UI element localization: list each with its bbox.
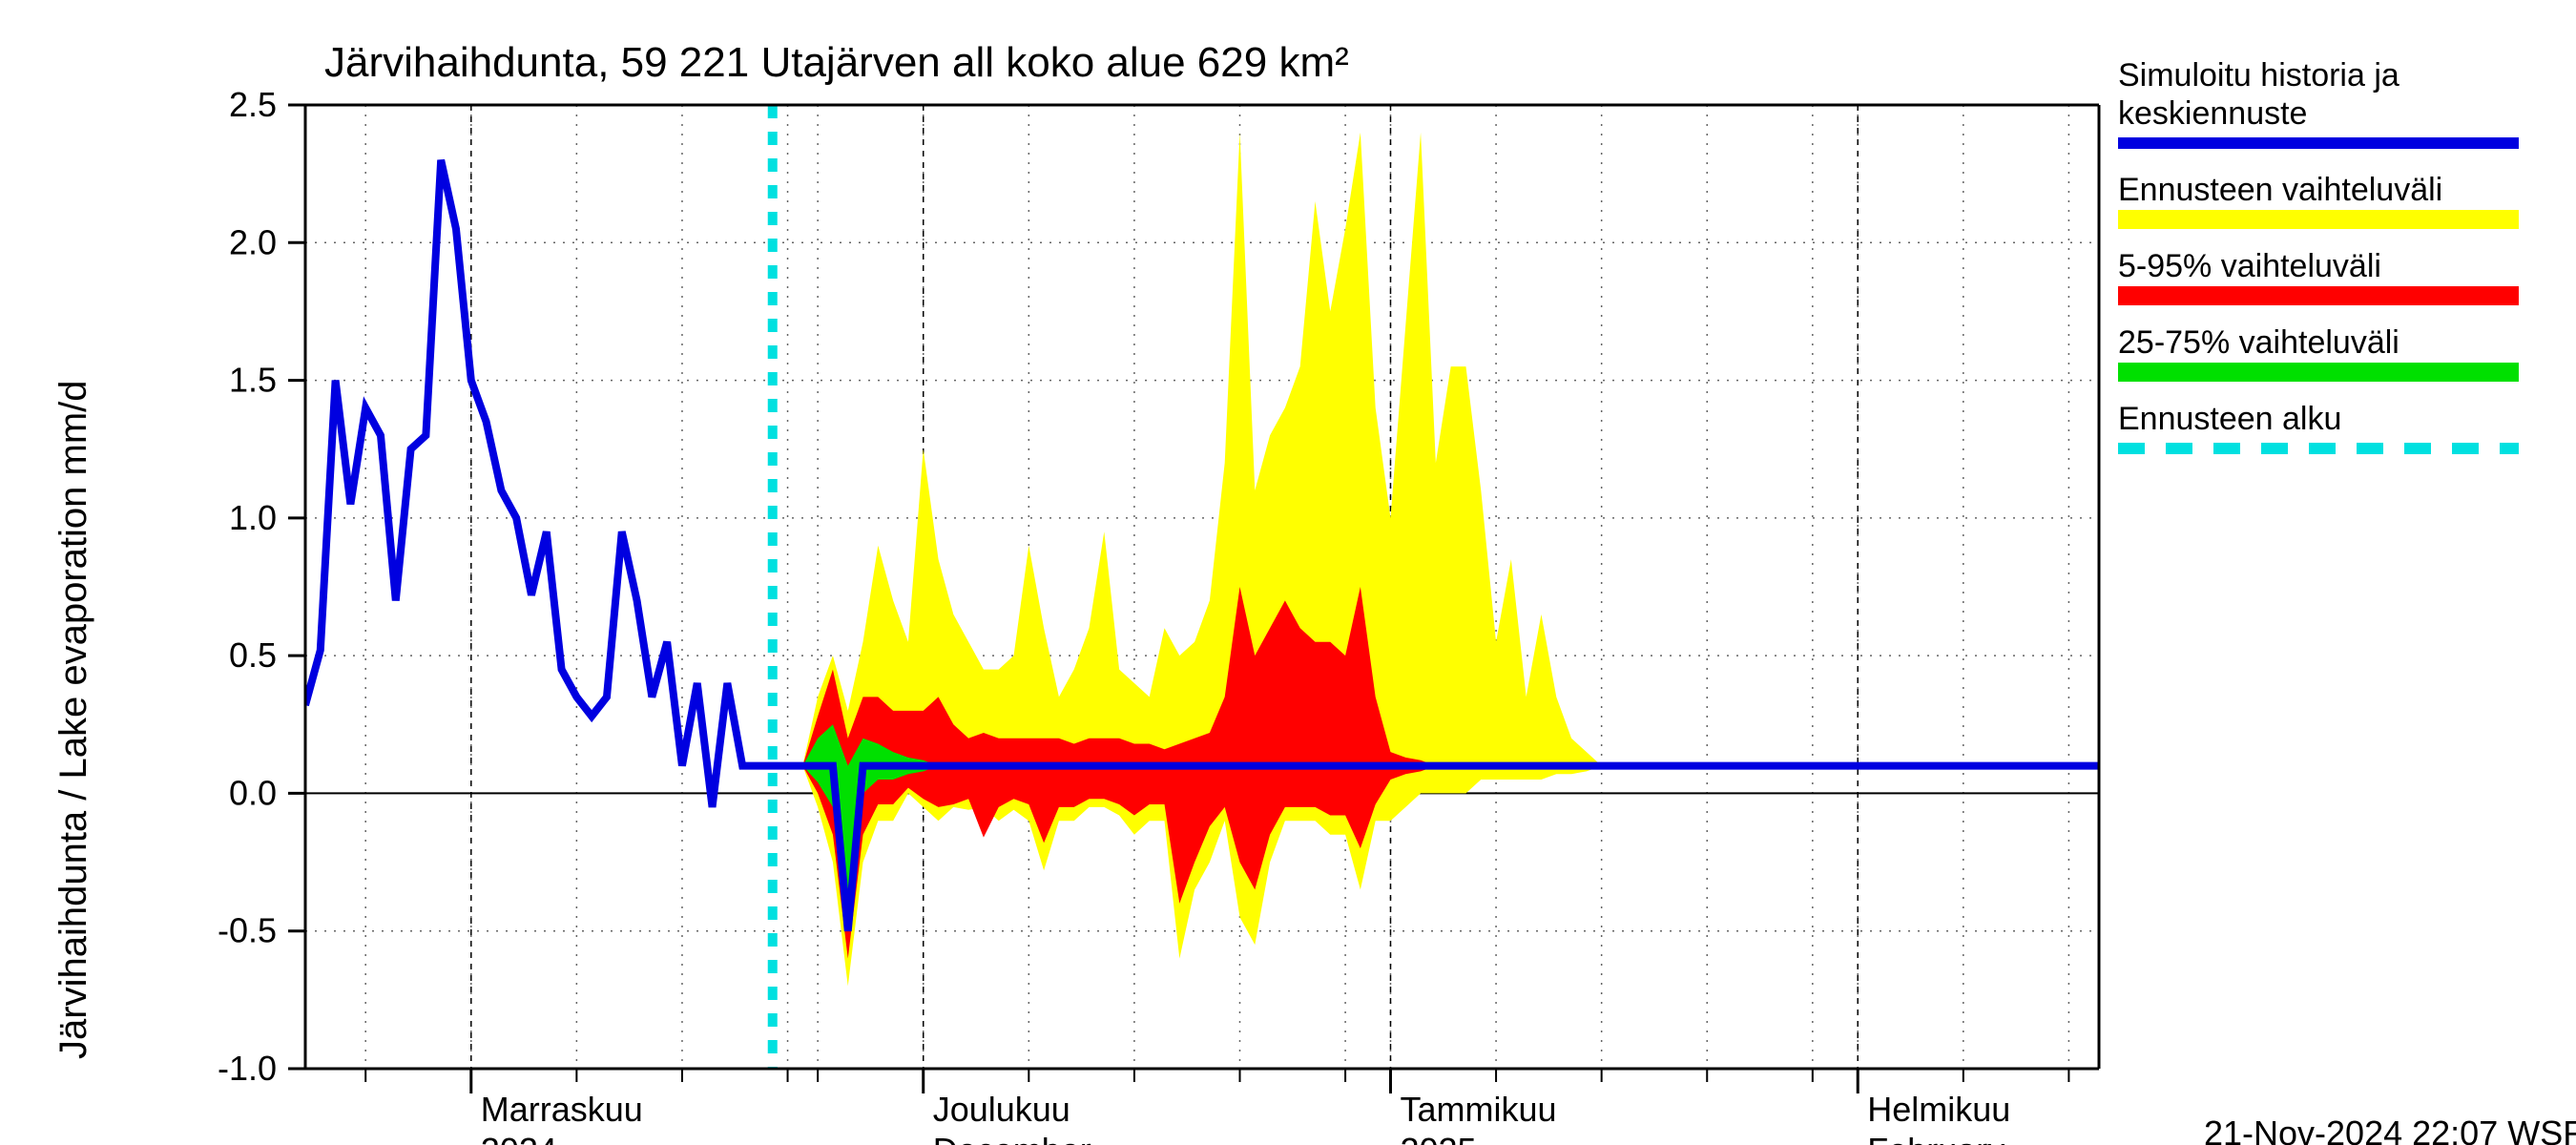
legend-label: 5-95% vaihteluväli <box>2118 248 2381 284</box>
chart-footer: 21-Nov-2024 22:07 WSFS-O <box>2204 1114 2576 1145</box>
legend-label: Ennusteen vaihteluväli <box>2118 172 2442 208</box>
y-tick-label: 0.0 <box>229 773 277 812</box>
legend-label: 25-75% vaihteluväli <box>2118 324 2399 361</box>
x-tick-label-top: Joulukuu <box>933 1090 1070 1129</box>
chart-container: -1.0 -0.5 0.0 0.5 1.0 1.5 2.0 2.5 Marraskuu 2024 J… <box>0 0 2576 1145</box>
x-tick-label-top: Tammikuu <box>1400 1090 1556 1129</box>
legend-swatch <box>2118 210 2519 229</box>
y-tick-label: 1.0 <box>229 498 277 537</box>
legend-label: Simuloitu historia ja <box>2118 57 2399 94</box>
y-tick-label: 1.5 <box>229 361 277 400</box>
y-tick-label: 2.5 <box>229 85 277 124</box>
legend-swatch <box>2118 286 2519 305</box>
x-tick-label-bot: 2024 <box>481 1131 557 1145</box>
x-tick-label-top: Marraskuu <box>481 1090 643 1129</box>
chart-title: Järvihaihdunta, 59 221 Utajärven all kok… <box>324 39 1349 86</box>
y-tick-label: 0.5 <box>229 635 277 675</box>
y-tick-label: -0.5 <box>218 911 277 950</box>
y-axis-label: Järvihaihdunta / Lake evaporation mm/d <box>52 380 94 1059</box>
chart-svg: -1.0 -0.5 0.0 0.5 1.0 1.5 2.0 2.5 Marraskuu 2024 J… <box>0 0 2576 1145</box>
legend-label: Ennusteen alku <box>2118 401 2341 437</box>
x-tick-label-bot: December <box>933 1131 1091 1145</box>
legend-swatch <box>2118 363 2519 382</box>
y-tick-label: -1.0 <box>218 1049 277 1088</box>
x-tick-label-bot: February <box>1867 1131 2005 1145</box>
x-tick-label-bot: 2025 <box>1400 1131 1476 1145</box>
x-tick-label-top: Helmikuu <box>1867 1090 2010 1129</box>
y-tick-label: 2.0 <box>229 222 277 261</box>
legend-label: keskiennuste <box>2118 95 2307 132</box>
